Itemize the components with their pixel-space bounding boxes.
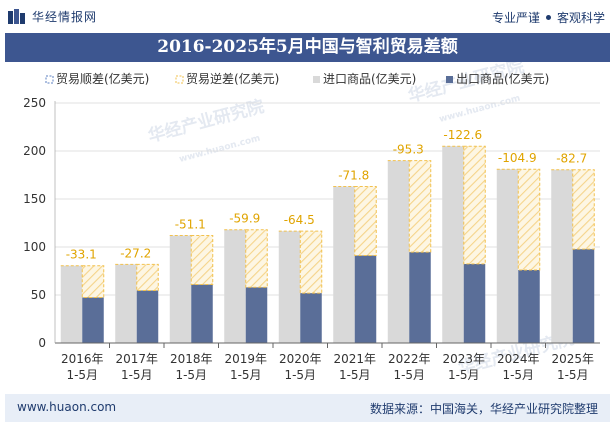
y-tick-label: 50 xyxy=(31,288,46,302)
x-tick-label: 2020年 xyxy=(279,352,322,366)
import-bar xyxy=(278,231,301,343)
tagline-left: 专业严谨 xyxy=(491,11,540,25)
deficit-bar xyxy=(572,169,595,250)
x-tick-label: 2023年 xyxy=(442,352,485,366)
x-tick-label-sub: 1-5月 xyxy=(448,368,480,382)
import-bar xyxy=(169,235,192,343)
legend-swatch-deficit xyxy=(175,75,184,84)
legend-swatch-exports xyxy=(446,76,453,83)
deficit-data-label: -51.1 xyxy=(175,217,206,231)
export-bar xyxy=(191,284,213,343)
deficit-data-label: -71.8 xyxy=(338,169,369,183)
import-bar xyxy=(60,265,83,343)
y-tick-label: 100 xyxy=(23,240,46,254)
bars: -33.1 -27.2 -51.1 -59.9 -64.5 -71.8 -95.3 -122.… xyxy=(60,128,595,343)
export-bar xyxy=(300,293,322,343)
deficit-bar xyxy=(81,265,105,298)
deficit-data-label: -59.9 xyxy=(229,212,260,226)
legend-label-deficit: 贸易逆差(亿美元) xyxy=(186,71,279,86)
legend: 贸易顺差(亿美元) 贸易逆差(亿美元) 进口商品(亿美元) 出口商品(亿美元) xyxy=(45,71,549,86)
deficit-data-label: -33.1 xyxy=(66,248,97,262)
x-tick-label: 2017年 xyxy=(115,352,158,366)
deficit-bar xyxy=(136,263,159,291)
deficit-data-label: -64.5 xyxy=(284,213,315,227)
export-bar xyxy=(518,269,540,343)
x-tick-label: 2021年 xyxy=(333,352,376,366)
x-tick-label-sub: 1-5月 xyxy=(121,368,153,382)
logo: 华经情报网 xyxy=(8,8,97,25)
x-tick-label: 2024年 xyxy=(497,352,540,366)
legend-swatch-surplus xyxy=(45,75,54,84)
tagline-right: 客观科学 xyxy=(556,11,605,25)
export-bar xyxy=(409,252,431,343)
deficit-bar xyxy=(299,230,323,294)
deficit-data-label: -27.2 xyxy=(120,246,151,260)
deficit-data-label: -104.9 xyxy=(498,151,537,165)
chart-title: 2016-2025年5月中国与智利贸易差额 xyxy=(5,33,610,62)
legend-swatch-imports xyxy=(313,76,320,83)
legend-label-surplus: 贸易顺差(亿美元) xyxy=(56,71,149,86)
chart-area: 华经产业研究院华经产业研究院www.huaon.comwww.huaon.com… xyxy=(23,62,600,382)
export-bar xyxy=(354,255,377,343)
import-bar xyxy=(387,160,410,343)
import-bar xyxy=(442,146,464,343)
deficit-bar xyxy=(245,229,268,288)
y-tick-label: 200 xyxy=(23,144,46,158)
watermark-url: www.huaon.com xyxy=(438,94,521,125)
x-tick-label-sub: 1-5月 xyxy=(393,368,425,382)
import-bar xyxy=(333,186,355,343)
y-tick-label: 150 xyxy=(23,192,46,206)
x-tick-label: 2022年 xyxy=(388,352,431,366)
export-bar xyxy=(245,287,268,343)
x-tick-label-sub: 1-5月 xyxy=(284,368,316,382)
x-tick-label: 2025年 xyxy=(551,352,594,366)
x-tick-label: 2016年 xyxy=(61,352,104,366)
top-bar: 华经情报网 专业严谨 客观科学 xyxy=(0,0,615,33)
y-tick-label: 250 xyxy=(23,96,46,110)
footer: www.huaon.com 数据来源：中国海关，华经产业研究院整理 xyxy=(5,394,610,422)
watermark-url: www.huaon.com xyxy=(178,134,261,165)
import-bar xyxy=(224,229,246,343)
deficit-data-label: -95.3 xyxy=(393,143,424,157)
logo-text: 华经情报网 xyxy=(32,10,98,24)
footer-website: www.huaon.com xyxy=(17,400,117,414)
x-tick-label-sub: 1-5月 xyxy=(339,368,371,382)
export-bar xyxy=(136,290,159,343)
deficit-bar xyxy=(517,168,541,271)
deficit-bar xyxy=(354,186,377,256)
y-tick-label: 0 xyxy=(38,336,46,350)
x-tick-label: 2018年 xyxy=(170,352,213,366)
legend-label-exports: 出口商品(亿美元) xyxy=(456,71,549,86)
x-tick-label-sub: 1-5月 xyxy=(66,368,98,382)
x-tick-label-sub: 1-5月 xyxy=(175,368,207,382)
x-tick-label-sub: 1-5月 xyxy=(230,368,262,382)
deficit-bar xyxy=(408,160,432,253)
import-bar xyxy=(551,169,573,343)
x-tick-label: 2019年 xyxy=(224,352,267,366)
export-bar xyxy=(572,249,595,343)
logo-icon xyxy=(8,8,25,24)
export-bar xyxy=(82,297,104,343)
export-bar xyxy=(463,263,486,343)
separator-dot-icon xyxy=(545,15,551,20)
x-tick-label-sub: 1-5月 xyxy=(557,368,589,382)
x-tick-label-sub: 1-5月 xyxy=(502,368,534,382)
legend-label-imports: 进口商品(亿美元) xyxy=(323,71,416,86)
import-bar xyxy=(496,169,519,343)
deficit-bar xyxy=(190,234,214,286)
deficit-data-label: -122.6 xyxy=(443,128,482,142)
deficit-data-label: -82.7 xyxy=(556,152,587,166)
tagline: 专业严谨 客观科学 xyxy=(492,9,605,26)
axes: 0 50 100 150 200 250 2016年 1-5月 2017年 1-5月 2018年 1-… xyxy=(23,96,600,382)
deficit-bar xyxy=(463,145,486,265)
footer-source: 数据来源：中国海关，华经产业研究院整理 xyxy=(369,402,598,416)
import-bar xyxy=(115,264,137,343)
